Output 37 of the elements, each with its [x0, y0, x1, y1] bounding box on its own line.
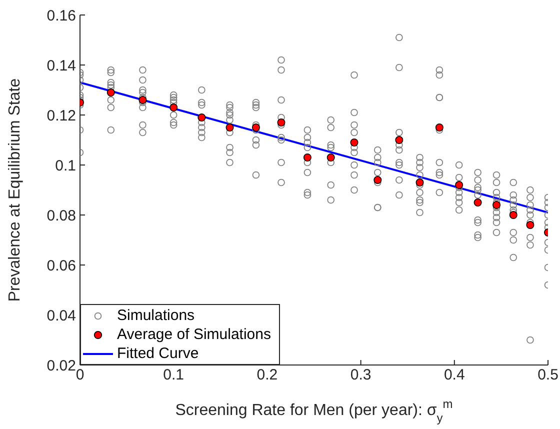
y-tick-label: 0.12 — [46, 107, 76, 124]
y-tick-label: 0.14 — [46, 57, 76, 74]
y-axis-title: Prevalence at Equilibrium State — [6, 78, 24, 302]
y-tick-label: 0.1 — [55, 157, 76, 174]
point — [170, 104, 178, 112]
point — [198, 114, 206, 122]
point — [350, 138, 358, 146]
legend-label: Average of Simulations — [117, 326, 271, 343]
point — [226, 124, 234, 132]
x-tick-label: 0.3 — [350, 366, 372, 384]
y-tick-label: 0.06 — [46, 257, 76, 274]
x-tick-label: 0.5 — [538, 366, 558, 384]
point — [106, 88, 115, 96]
point — [326, 154, 335, 162]
y-tick-label: 0.08 — [46, 207, 76, 224]
y-tick-label: 0.02 — [46, 357, 76, 374]
point — [374, 176, 382, 184]
point — [138, 96, 147, 104]
x-tick-label: 0.1 — [163, 366, 184, 384]
point — [474, 198, 482, 206]
x-tick-label: 0.2 — [256, 366, 278, 384]
point — [526, 221, 534, 229]
point — [395, 136, 404, 144]
point — [509, 211, 518, 219]
point — [455, 181, 464, 189]
point — [492, 201, 501, 209]
point — [303, 154, 312, 162]
point — [416, 178, 424, 186]
x-tick-label: 0.4 — [444, 366, 465, 384]
x-tick-label: 0 — [76, 366, 84, 384]
point — [252, 124, 260, 132]
point — [435, 124, 444, 132]
legend-label: Fitted Curve — [117, 345, 199, 362]
y-tick-label: 0.04 — [46, 307, 76, 324]
y-tick-label: 0.16 — [46, 7, 76, 24]
legend-label: Simulations — [117, 307, 195, 324]
point — [277, 118, 286, 126]
